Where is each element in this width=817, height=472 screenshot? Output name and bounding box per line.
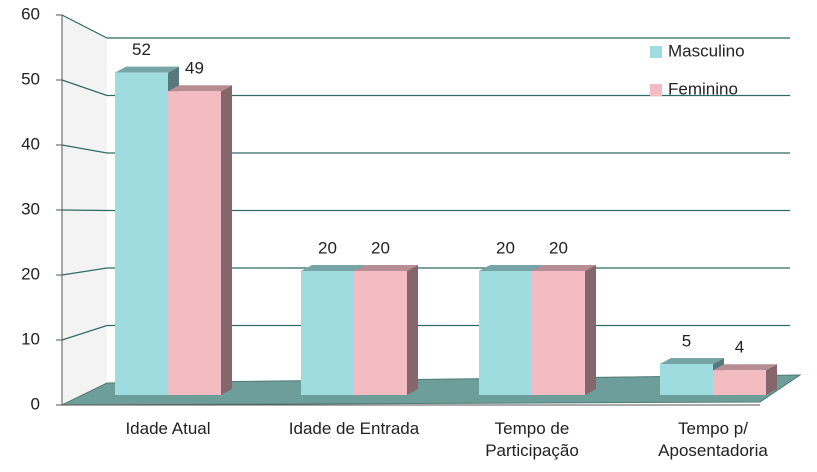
grid-line (61, 14, 790, 39)
legend-label: Feminino (668, 79, 738, 98)
y-tick-label: 50 (21, 69, 40, 88)
bar-top (660, 358, 724, 364)
bar-top (354, 265, 418, 271)
bar (660, 364, 713, 395)
y-tick-label: 60 (21, 4, 40, 23)
y-tick-label: 10 (21, 329, 40, 348)
floor (61, 374, 802, 406)
bar-top (532, 265, 596, 271)
legend-swatch (650, 46, 662, 58)
data-label: 49 (185, 59, 204, 78)
x-tick-label: Idade de Entrada (288, 419, 420, 438)
data-label: 4 (735, 338, 744, 357)
bar (354, 271, 407, 395)
grid-line (61, 144, 790, 154)
data-label: 20 (318, 238, 337, 257)
bar-top (479, 265, 543, 271)
grid-line (61, 209, 790, 212)
data-label: 5 (682, 331, 691, 350)
x-tick-label: Tempo de Participação (485, 419, 579, 460)
data-label: 20 (549, 238, 568, 257)
bar-top (301, 265, 365, 271)
legend-swatch (650, 84, 662, 96)
y-tick-label: 40 (21, 134, 40, 153)
bar-side (766, 364, 777, 395)
data-label: 20 (496, 238, 515, 257)
bar (532, 271, 585, 395)
bar (301, 271, 354, 395)
y-tick-label: 20 (21, 264, 40, 283)
bar (168, 91, 221, 395)
bar-top (115, 66, 179, 73)
bar (713, 370, 766, 395)
bar-top (168, 85, 232, 92)
bar (479, 271, 532, 395)
data-label: 20 (371, 238, 390, 257)
y-tick-label: 0 (31, 394, 40, 413)
grid-line (61, 79, 790, 97)
data-label: 52 (132, 40, 151, 59)
x-tick-label: Tempo p/ Aposentadoria (658, 419, 768, 460)
bar-side (407, 265, 418, 395)
y-tick-label: 30 (21, 199, 40, 218)
bar (115, 72, 168, 395)
x-tick-label: Idade Atual (125, 419, 211, 438)
bar-side (221, 85, 232, 395)
legend-label: Masculino (668, 41, 745, 60)
bar-top (713, 364, 777, 371)
bar-side (585, 265, 596, 395)
